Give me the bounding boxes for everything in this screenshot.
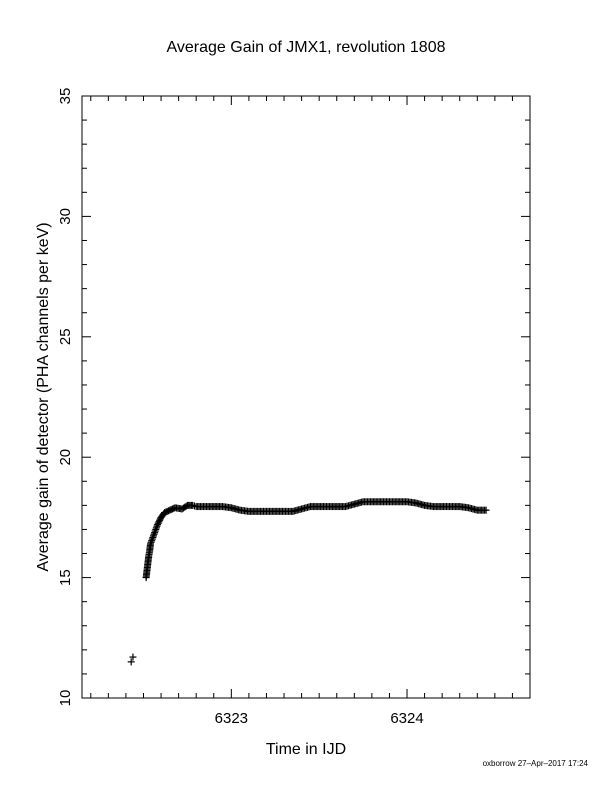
chart-title: Average Gain of JMX1, revolution 1808 bbox=[167, 39, 446, 56]
data-point-dense bbox=[190, 502, 198, 510]
axis-tick-labels: 10 15 20 25 30 35 6323 6324 bbox=[57, 88, 424, 727]
y-tick-label: 30 bbox=[57, 208, 74, 225]
data-point bbox=[482, 506, 490, 514]
data-series bbox=[127, 498, 490, 666]
data-point bbox=[127, 658, 135, 666]
x-axis-label: Time in IJD bbox=[266, 741, 346, 758]
footer-stamp: oxborrow 27–Apr–2017 17:24 bbox=[482, 759, 588, 768]
y-tick-label: 35 bbox=[57, 88, 74, 105]
axis-ticks bbox=[82, 95, 530, 699]
y-tick-label: 10 bbox=[57, 690, 74, 707]
y-tick-label: 15 bbox=[57, 569, 74, 586]
data-point bbox=[129, 653, 137, 661]
y-axis-label: Average gain of detector (PHA channels p… bbox=[35, 222, 52, 571]
x-tick-label: 6323 bbox=[215, 710, 248, 727]
x-tick-label: 6324 bbox=[390, 710, 423, 727]
y-tick-label: 25 bbox=[57, 328, 74, 345]
plot-frame bbox=[81, 95, 531, 699]
y-tick-label: 20 bbox=[57, 449, 74, 466]
